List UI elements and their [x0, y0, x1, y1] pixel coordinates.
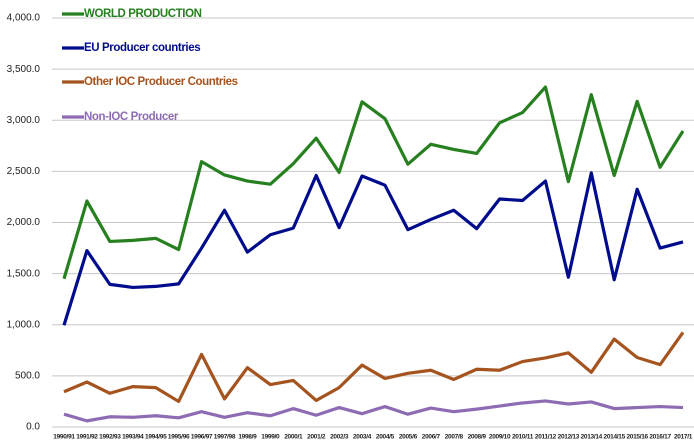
- series-line: [62, 85, 685, 280]
- legend-label: Other IOC Producer Countries: [84, 76, 238, 88]
- x-tick-label: 1998/9: [238, 434, 257, 441]
- x-tick-label: 2005/6: [399, 434, 418, 441]
- y-tick-label: 2,500.0: [7, 166, 41, 177]
- legend-label: Non-IOC Producer: [84, 111, 179, 123]
- x-tick-label: 2011/12: [535, 434, 557, 441]
- x-tick-label: 2012/13: [558, 434, 580, 441]
- x-tick-label: 1996/97: [191, 434, 213, 441]
- x-tick-label: 2003/4: [353, 434, 372, 441]
- series-line: [63, 331, 685, 404]
- series-line: [63, 399, 684, 423]
- x-tick-label: 2004/5: [376, 434, 395, 441]
- x-tick-label: 1994/95: [145, 434, 167, 441]
- x-tick-label: 1993/94: [122, 434, 144, 441]
- x-tick-label: 2013/14: [581, 434, 603, 441]
- x-tick-label: 1991/92: [76, 434, 98, 441]
- y-tick-label: 500.0: [15, 371, 40, 382]
- x-tick-label: 2014/15: [604, 434, 626, 441]
- y-tick-label: 3,000.0: [7, 115, 41, 126]
- x-tick-label: 2001/2: [307, 434, 326, 441]
- x-tick-label: 2016/17: [649, 434, 671, 441]
- x-tick-label: 1997/98: [214, 434, 236, 441]
- x-tick-label: 2008/9: [468, 434, 487, 441]
- x-tick-label: 1995/96: [168, 434, 190, 441]
- x-tick-label: 2009/10: [489, 434, 511, 441]
- y-tick-label: 3,500.0: [7, 64, 41, 75]
- x-tick-label: 2000/1: [284, 434, 303, 441]
- y-tick-label: 1,500.0: [7, 268, 41, 279]
- y-tick-label: 0.0: [26, 422, 40, 433]
- legend-label: WORLD PRODUCTION: [84, 8, 202, 20]
- x-tick-label: 1990/91: [53, 434, 75, 441]
- y-tick-label: 1,000.0: [7, 319, 41, 330]
- x-tick-label: 2015/16: [626, 434, 648, 441]
- legend-label: EU Producer countries: [84, 42, 200, 54]
- y-tick-label: 2,000.0: [7, 217, 41, 228]
- x-tick-label: 1992/93: [99, 434, 121, 441]
- x-tick-label: 1999/0: [261, 434, 280, 441]
- x-tick-label: 2007/8: [445, 434, 464, 441]
- x-tick-label: 2002/3: [330, 434, 349, 441]
- y-tick-label: 4,000.0: [7, 13, 41, 24]
- x-tick-label: 2010/11: [512, 434, 534, 441]
- series-line: [62, 171, 684, 326]
- x-tick-label: 2017/1: [674, 434, 693, 441]
- x-tick-label: 2006/7: [422, 434, 441, 441]
